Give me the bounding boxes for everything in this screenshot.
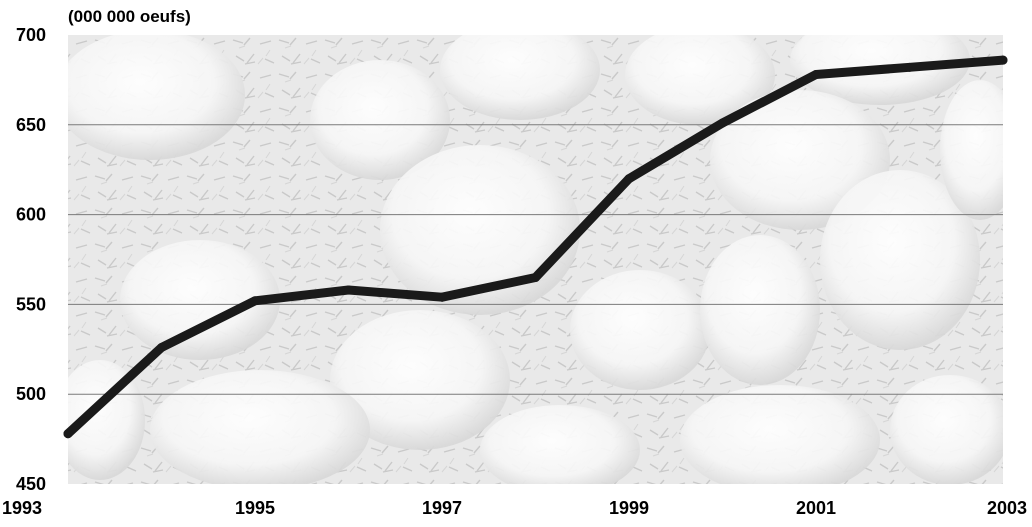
- chick-shape: [150, 370, 370, 484]
- chick-shape: [440, 35, 600, 120]
- x-tick-label: 1999: [609, 498, 649, 518]
- x-tick-label: 1997: [422, 498, 462, 518]
- chick-shape: [68, 35, 245, 160]
- y-axis-tick-labels: 450 500 550 600 650 700: [16, 25, 46, 494]
- unit-label: (000 000 oeufs): [68, 7, 191, 26]
- chick-shape: [68, 360, 145, 480]
- x-tick-label: 2003: [987, 498, 1027, 518]
- data-point: [531, 272, 540, 282]
- y-tick-label: 650: [16, 115, 46, 135]
- y-tick-label: 500: [16, 384, 46, 404]
- x-tick-label: 1995: [235, 498, 275, 518]
- chick-shape: [625, 35, 775, 125]
- chick-shape: [890, 375, 1003, 484]
- data-point: [157, 343, 166, 353]
- chick-shape: [940, 80, 1003, 220]
- chick-shape: [680, 385, 880, 484]
- chick-shape: [480, 405, 640, 484]
- data-point: [998, 55, 1008, 65]
- data-point: [437, 292, 447, 302]
- data-point: [63, 429, 73, 439]
- chick-shape: [310, 60, 450, 180]
- chick-shape: [570, 270, 710, 390]
- y-tick-label: 600: [16, 205, 46, 225]
- grid-lines: [68, 124, 1003, 395]
- data-point: [905, 62, 914, 72]
- y-tick-label: 550: [16, 294, 46, 314]
- data-point: [344, 285, 353, 295]
- data-point: [718, 118, 727, 128]
- x-axis-tick-labels: 1993 1995 1997 1999 2001 2003: [2, 498, 1027, 518]
- x-tick-label: 1993: [2, 498, 42, 518]
- data-point: [811, 70, 821, 80]
- data-point: [250, 296, 260, 306]
- chick-shape: [120, 240, 280, 360]
- chick-shape: [700, 235, 820, 385]
- chick-shape: [330, 310, 510, 450]
- data-point: [624, 174, 634, 184]
- y-tick-label: 700: [16, 25, 46, 45]
- y-tick-label: 450: [16, 474, 46, 494]
- chick-shape: [380, 145, 580, 315]
- series-points: [63, 55, 1008, 439]
- background-photo: [68, 35, 1003, 484]
- x-tick-label: 2001: [796, 498, 836, 518]
